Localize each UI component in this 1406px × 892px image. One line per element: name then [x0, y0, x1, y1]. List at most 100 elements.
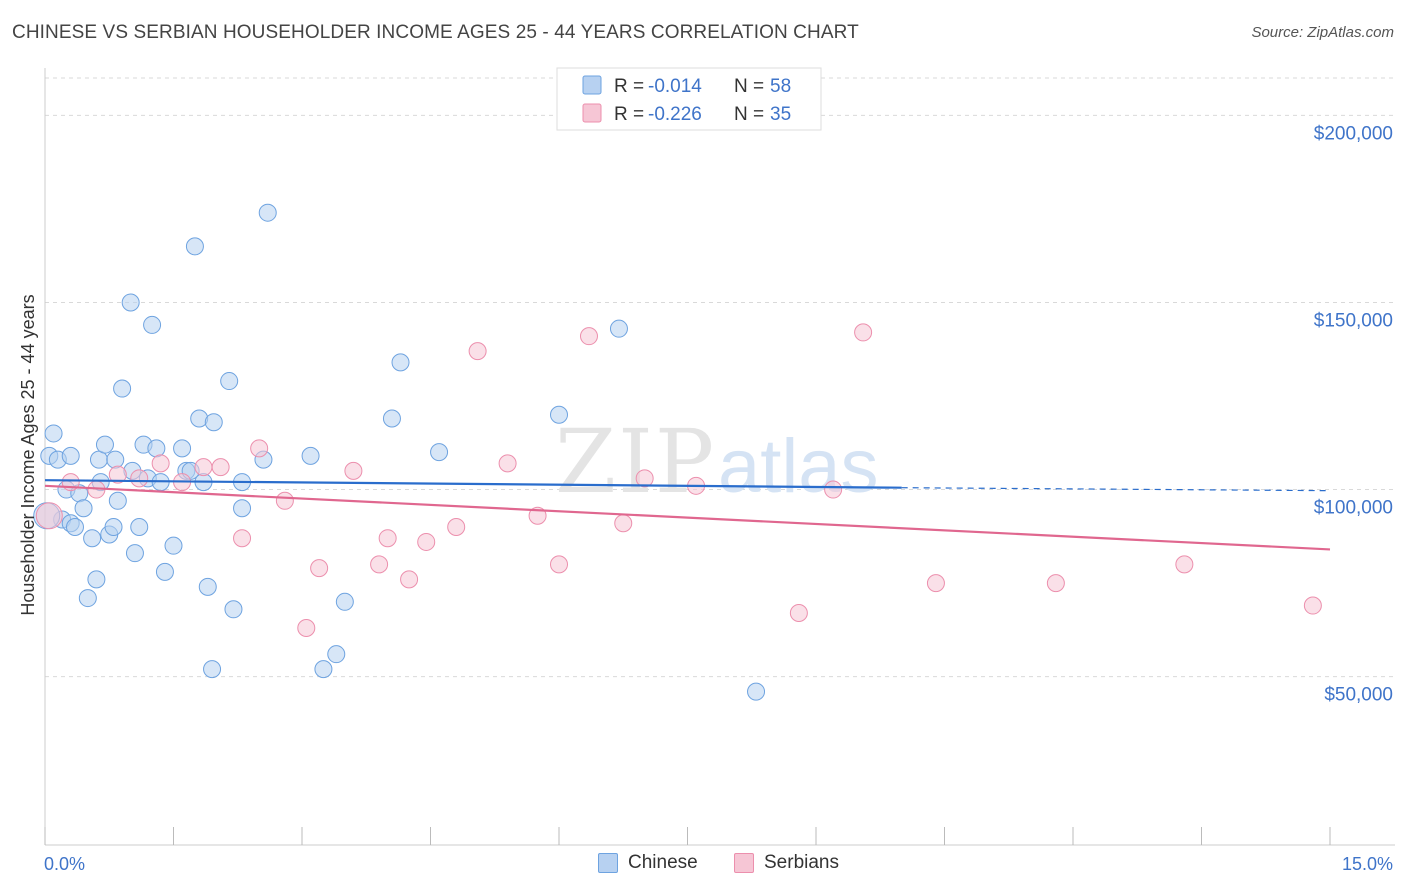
y-tick-labels: $50,000 $100,000 $150,000 $200,000: [1314, 123, 1393, 705]
watermark: ZIP atlas: [555, 410, 879, 513]
point-chinese-23: [125, 544, 144, 563]
gridlines: [45, 77, 1395, 678]
point-serbians-20: [468, 342, 487, 361]
trend-line-chinese-extension: [901, 487, 1331, 492]
point-serbians-31: [926, 574, 945, 593]
point-chinese-19: [108, 491, 127, 510]
legend-item-chinese[interactable]: Chinese: [598, 852, 698, 874]
point-serbians-10: [250, 439, 269, 458]
point-serbians-25: [614, 514, 633, 533]
point-serbians-8: [211, 458, 230, 477]
point-serbians-29: [824, 480, 843, 499]
point-chinese-15: [95, 435, 114, 454]
point-chinese-40: [204, 413, 223, 432]
point-chinese-55: [609, 319, 628, 338]
point-chinese-24: [130, 517, 149, 536]
y-tick-label-1: $100,000: [1314, 498, 1393, 519]
legend-r-label-serbians: R =: [614, 104, 644, 125]
point-chinese-9: [74, 499, 93, 518]
y-tick-label-0: $50,000: [1324, 685, 1393, 706]
point-chinese-54: [550, 405, 568, 424]
point-chinese-18: [106, 450, 125, 469]
point-chinese-30: [155, 562, 174, 581]
legend-r-label-chinese: R =: [614, 76, 644, 97]
legend-r-value-serbians: -0.226: [648, 104, 702, 125]
point-chinese-39: [203, 660, 222, 679]
point-chinese-13: [89, 450, 108, 469]
point-chinese-41: [220, 372, 239, 391]
legend-swatch-serbians: [582, 103, 602, 123]
legend-n-value-chinese: 58: [770, 76, 791, 97]
point-chinese-21: [121, 293, 140, 312]
bottom-legend: Chinese Serbians: [0, 852, 1406, 878]
trend-line-serbians: [44, 484, 1331, 551]
legend-n-value-serbians: 35: [770, 104, 791, 125]
point-chinese-10: [78, 589, 97, 608]
point-serbians-15: [370, 555, 389, 574]
point-chinese-11: [83, 529, 102, 548]
point-chinese-32: [173, 439, 192, 458]
point-chinese-20: [113, 379, 132, 398]
legend-n-label-chinese: N =: [734, 76, 764, 97]
point-serbians-5: [151, 454, 170, 473]
point-chinese-49: [327, 645, 346, 664]
x-tick-label-1: 15.0%: [1342, 854, 1393, 874]
point-chinese-12: [87, 570, 106, 589]
x-tick-label-0: 0.0%: [44, 854, 85, 874]
point-serbians-24: [579, 327, 598, 346]
point-chinese-28: [147, 439, 166, 458]
point-chinese-35: [185, 237, 204, 256]
point-chinese-5: [61, 446, 80, 465]
point-serbians-34: [1303, 596, 1322, 615]
point-chinese-46: [258, 203, 277, 222]
x-tick-labels: 0.0% 15.0%: [44, 854, 1393, 874]
stats-legend: R = -0.014 N = 58 R = -0.226 N = 35: [556, 67, 822, 131]
point-serbians-16: [378, 529, 397, 548]
point-serbians-26: [635, 469, 654, 488]
point-serbians-28: [789, 604, 808, 623]
trend-line-chinese: [44, 479, 902, 489]
chart-title: CHINESE VS SERBIAN HOUSEHOLDER INCOME AG…: [12, 22, 859, 43]
point-serbians-11: [275, 491, 294, 510]
legend-swatch-chinese: [598, 853, 618, 873]
point-chinese-31: [164, 536, 183, 555]
legend-label-chinese: Chinese: [628, 852, 698, 873]
legend-swatch-serbians: [734, 853, 754, 873]
point-serbians-9: [233, 529, 252, 548]
legend-item-serbians[interactable]: Serbians: [734, 852, 839, 874]
point-chinese-17: [104, 517, 123, 536]
source-label: Source: ZipAtlas.com: [1251, 24, 1394, 41]
point-serbians-3: [108, 465, 127, 484]
legend-swatch-chinese: [582, 75, 602, 95]
y-tick-label-2: $150,000: [1314, 310, 1393, 331]
point-serbians-13: [297, 618, 316, 637]
point-chinese-42: [224, 600, 243, 619]
point-serbians-18: [417, 532, 436, 551]
y-axis-label: Householder Income Ages 25 - 44 years: [18, 294, 38, 615]
point-serbians-19: [447, 517, 466, 536]
point-chinese-53: [430, 443, 449, 462]
point-serbians-14: [344, 461, 363, 480]
watermark-zip: ZIP: [555, 410, 716, 513]
point-chinese-47: [301, 446, 320, 465]
point-chinese-1: [44, 424, 63, 443]
watermark-atlas: atlas: [718, 424, 879, 509]
point-chinese-52: [391, 353, 410, 372]
point-serbians-0: [35, 502, 63, 530]
point-chinese-50: [335, 592, 354, 611]
point-serbians-17: [400, 570, 419, 589]
point-chinese-27: [143, 315, 162, 334]
point-serbians-4: [130, 469, 149, 488]
point-chinese-38: [198, 577, 217, 596]
point-serbians-33: [1175, 555, 1194, 574]
y-tick-label-3: $200,000: [1314, 123, 1393, 144]
point-chinese-7: [65, 517, 84, 536]
point-serbians-32: [1046, 574, 1065, 593]
legend-r-value-chinese: -0.014: [648, 76, 702, 97]
point-chinese-51: [382, 409, 401, 428]
point-serbians-7: [194, 458, 213, 477]
point-chinese-56: [747, 682, 766, 701]
point-serbians-30: [854, 323, 873, 342]
legend-label-serbians: Serbians: [764, 852, 839, 873]
